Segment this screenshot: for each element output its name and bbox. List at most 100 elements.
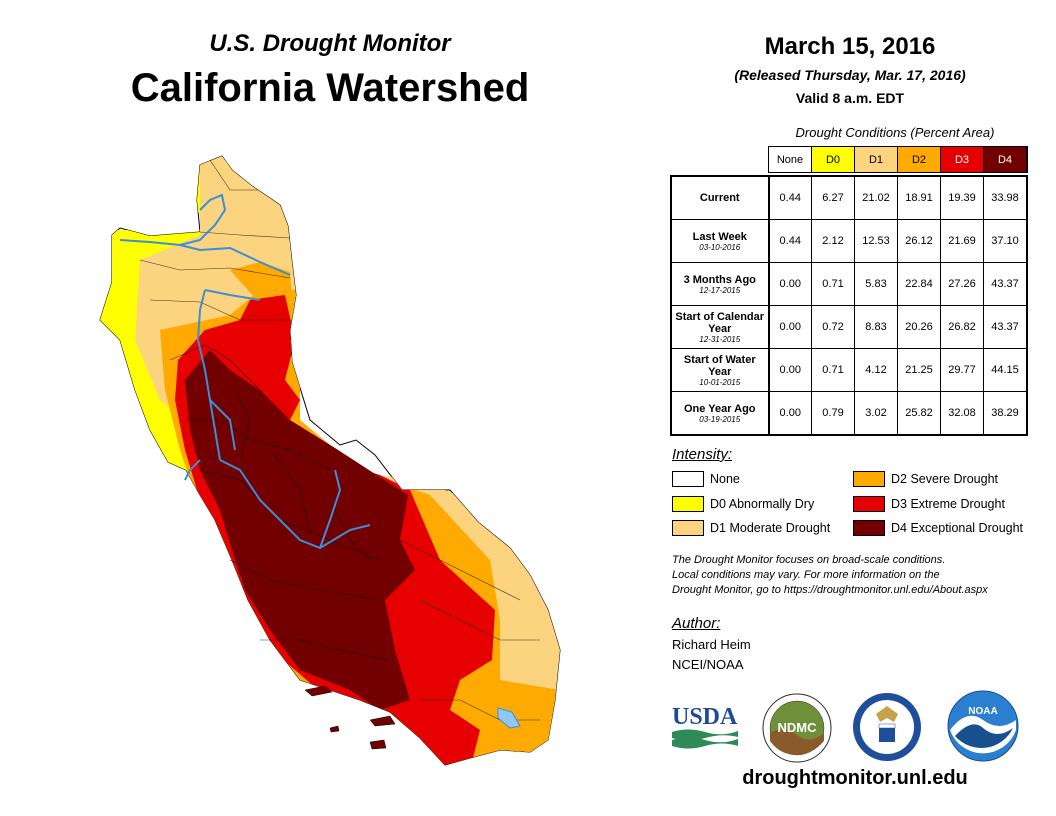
table-cell: 26.82 bbox=[940, 305, 984, 349]
legend-label: None bbox=[710, 472, 740, 486]
legend-item-none: None bbox=[672, 471, 740, 487]
table-cell: 29.77 bbox=[940, 348, 984, 392]
table-cell: 0.79 bbox=[811, 391, 855, 436]
noaa-logo: NOAA bbox=[947, 690, 1019, 762]
note-line: Local conditions may vary. For more info… bbox=[672, 569, 940, 581]
noaa-logo-text: NOAA bbox=[968, 706, 997, 717]
row-date: 12-31-2015 bbox=[699, 334, 741, 344]
table-cell: 8.83 bbox=[854, 305, 898, 349]
commerce-seal bbox=[853, 693, 921, 761]
table-row: Start of Water Year 10-01-2015 0.00 0.71 4.1… bbox=[670, 348, 1028, 392]
table-row: Last Week 03-10-2016 0.44 2.12 12.53 26.12 21.… bbox=[670, 219, 1028, 263]
row-label: 3 Months Ago 12-17-2015 bbox=[670, 262, 770, 306]
table-row: Start of Calendar Year 12-31-2015 0.00 0.72… bbox=[670, 305, 1028, 349]
row-label: One Year Ago 03-19-2015 bbox=[670, 391, 770, 436]
d2-region-ne bbox=[230, 262, 292, 300]
legend-item-d0: D0 Abnormally Dry bbox=[672, 496, 814, 512]
row-date: 03-10-2016 bbox=[699, 242, 741, 252]
author-org: NCEI/NOAA bbox=[672, 657, 744, 672]
row-label: Start of Calendar Year 12-31-2015 bbox=[670, 305, 770, 349]
legend-item-d3: D3 Extreme Drought bbox=[853, 496, 1005, 512]
row-label: Current bbox=[670, 175, 770, 220]
map-title: California Watershed bbox=[130, 66, 530, 110]
table-cell: 22.84 bbox=[897, 262, 941, 306]
table-cell: 38.29 bbox=[983, 391, 1028, 436]
channel-island bbox=[369, 715, 396, 727]
table-corner bbox=[671, 147, 769, 173]
table-cell: 43.37 bbox=[983, 305, 1028, 349]
table-cell: 19.39 bbox=[940, 175, 984, 220]
website-url[interactable]: droughtmonitor.unl.edu bbox=[742, 767, 968, 789]
row-label: Start of Water Year 10-01-2015 bbox=[670, 348, 770, 392]
table-header-row: None D0 D1 D2 D3 D4 bbox=[671, 146, 1028, 173]
release-date: (Released Thursday, Mar. 17, 2016) bbox=[734, 67, 966, 83]
table-row: Current 0.44 6.27 21.02 18.91 19.39 33.98 bbox=[670, 175, 1028, 220]
table-cell: 2.12 bbox=[811, 219, 855, 263]
disclaimer-note: The Drought Monitor focuses on broad-sca… bbox=[672, 553, 1042, 598]
legend-label: D2 Severe Drought bbox=[891, 472, 999, 486]
table-cell: 21.02 bbox=[854, 175, 898, 220]
table-cell: 0.71 bbox=[811, 348, 855, 392]
map-subtitle: U.S. Drought Monitor bbox=[209, 30, 451, 57]
channel-island bbox=[329, 725, 340, 733]
usda-logo-text: USDA bbox=[672, 704, 738, 730]
row-date: 03-19-2015 bbox=[699, 414, 741, 424]
table-cell: 0.71 bbox=[811, 262, 855, 306]
table-cell: 25.82 bbox=[897, 391, 941, 436]
table-cell: 3.02 bbox=[854, 391, 898, 436]
legend-swatch bbox=[853, 496, 885, 512]
legend-swatch bbox=[853, 520, 885, 536]
note-line: The Drought Monitor focuses on broad-sca… bbox=[672, 554, 946, 566]
map-date: March 15, 2016 bbox=[764, 33, 936, 60]
legend-label: D1 Moderate Drought bbox=[710, 521, 831, 535]
author-name: Richard Heim bbox=[672, 637, 751, 652]
table-cell: 0.00 bbox=[768, 305, 812, 349]
row-date: 12-17-2015 bbox=[699, 285, 741, 295]
table-cell: 6.27 bbox=[811, 175, 855, 220]
row-label-text: Current bbox=[699, 192, 740, 204]
legend-swatch bbox=[672, 520, 704, 536]
row-date: 10-01-2015 bbox=[699, 377, 741, 387]
table-cell: 4.12 bbox=[854, 348, 898, 392]
table-cell: 21.69 bbox=[940, 219, 984, 263]
table-caption: Drought Conditions (Percent Area) bbox=[795, 125, 995, 140]
table-cell: 26.12 bbox=[897, 219, 941, 263]
table-cell: 12.53 bbox=[854, 219, 898, 263]
table-cell: 43.37 bbox=[983, 262, 1028, 306]
note-line: Drought Monitor, go to https://droughtmo… bbox=[672, 584, 988, 596]
channel-island bbox=[369, 739, 387, 750]
legend-label: D0 Abnormally Dry bbox=[710, 497, 815, 511]
table-cell: 27.26 bbox=[940, 262, 984, 306]
legend-label: D4 Exceptional Drought bbox=[891, 521, 1024, 535]
legend-title: Intensity: bbox=[672, 446, 733, 463]
row-label-text: 3 Months Ago bbox=[683, 273, 756, 286]
table-row: One Year Ago 03-19-2015 0.00 0.79 3.02 25.82 3… bbox=[670, 391, 1028, 436]
col-header-d3: D3 bbox=[940, 146, 984, 173]
col-header-none: None bbox=[768, 146, 812, 173]
legend-swatch bbox=[672, 471, 704, 487]
table-cell: 20.26 bbox=[897, 305, 941, 349]
row-label-text: One Year Ago bbox=[683, 402, 756, 415]
d4-region bbox=[185, 350, 415, 710]
table-cell: 21.25 bbox=[897, 348, 941, 392]
row-label-text: Last Week bbox=[692, 230, 747, 243]
legend-swatch bbox=[853, 471, 885, 487]
author-title: Author: bbox=[672, 615, 721, 632]
table-cell: 0.44 bbox=[768, 175, 812, 220]
row-label-text: Start of Water Year bbox=[683, 353, 756, 378]
col-header-d4: D4 bbox=[983, 146, 1028, 173]
california-drought-map bbox=[99, 155, 561, 766]
table-cell: 0.00 bbox=[768, 391, 812, 436]
legend-item-d1: D1 Moderate Drought bbox=[672, 520, 830, 536]
usda-logo: USDA bbox=[672, 704, 738, 749]
rivers bbox=[119, 193, 371, 550]
col-header-d0: D0 bbox=[811, 146, 855, 173]
col-header-d2: D2 bbox=[897, 146, 941, 173]
table-row: 3 Months Ago 12-17-2015 0.00 0.71 5.83 22.84 2… bbox=[670, 262, 1028, 306]
row-label: Last Week 03-10-2016 bbox=[670, 219, 770, 263]
ndmc-logo: NDMC bbox=[762, 693, 832, 763]
legend-label: D3 Extreme Drought bbox=[891, 497, 1005, 511]
ndmc-logo-text: NDMC bbox=[778, 720, 818, 735]
table-cell: 0.00 bbox=[768, 262, 812, 306]
channel-island bbox=[304, 685, 333, 697]
